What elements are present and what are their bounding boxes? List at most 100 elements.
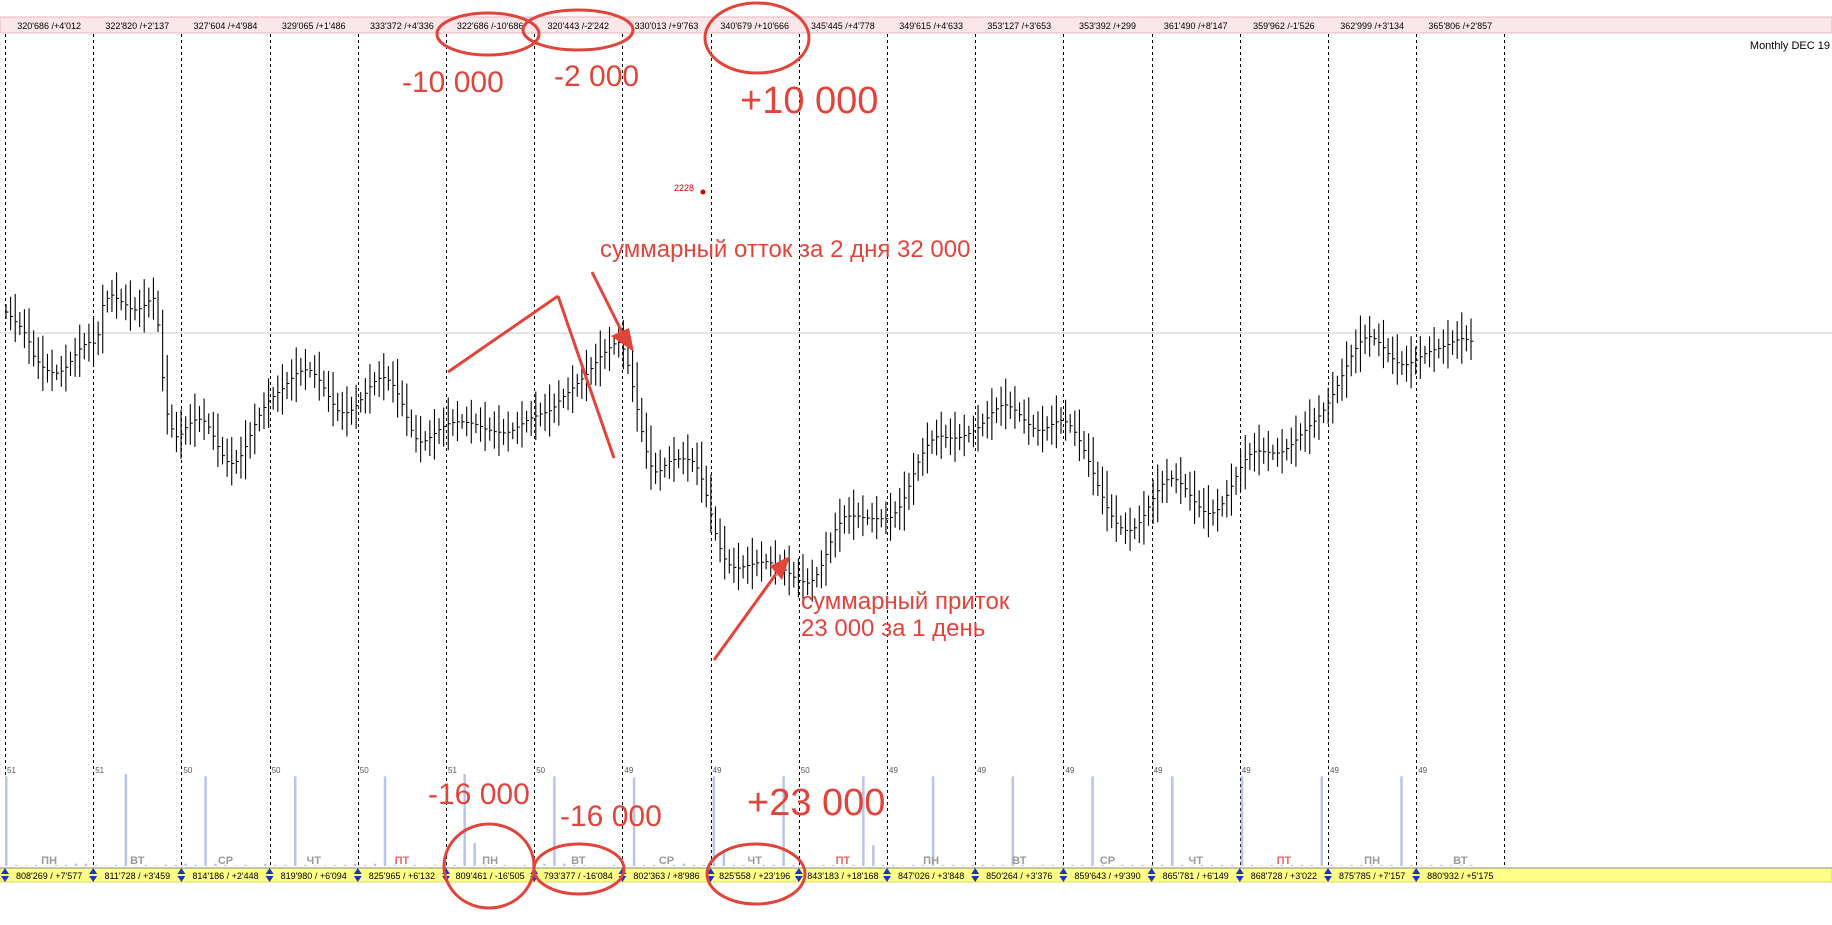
session-marker-up bbox=[89, 868, 98, 874]
volume-bar bbox=[732, 864, 736, 866]
volume-bar bbox=[423, 865, 427, 866]
volume-bar bbox=[712, 776, 716, 866]
ribbon-labels: 320'686 /+4'012 322'820 /+2'137 327'604 /+… bbox=[16, 21, 1493, 881]
volume-bar bbox=[274, 864, 277, 866]
volume-bar bbox=[1180, 864, 1184, 866]
volume-bar bbox=[722, 852, 726, 866]
volume-bar bbox=[1031, 865, 1034, 866]
volume-bar bbox=[124, 774, 128, 866]
volume-bar bbox=[373, 863, 377, 866]
bottom-ribbon-label: 825'965 / +6'132 bbox=[369, 871, 435, 881]
volume-bar bbox=[682, 863, 686, 866]
volume-bar bbox=[473, 843, 476, 866]
volume-bar bbox=[34, 864, 38, 866]
volume-label: 51 bbox=[448, 766, 457, 775]
volume-bar bbox=[1340, 865, 1343, 866]
volume-bar bbox=[383, 776, 387, 866]
bottom-ribbon-label: 802'363 / +8'986 bbox=[633, 871, 699, 881]
volume-bar bbox=[1280, 864, 1284, 866]
volume-bar bbox=[1290, 864, 1294, 866]
volume-bar bbox=[94, 864, 98, 866]
volume-bar bbox=[144, 864, 148, 866]
volume-bar bbox=[1450, 864, 1453, 866]
session-marker-down bbox=[1059, 876, 1068, 882]
session-marker-down bbox=[1, 876, 9, 882]
bottom-ribbon-label: 865'781 / +6'149 bbox=[1163, 871, 1229, 881]
annotation-top-minus-2000: -2 000 bbox=[554, 60, 640, 93]
session-marker-down bbox=[971, 876, 980, 882]
volume-bar bbox=[1190, 865, 1194, 866]
volume-label: 50 bbox=[360, 766, 369, 775]
bottom-ribbon-label: 868'728 / +3'022 bbox=[1251, 871, 1317, 881]
top-ribbon-label: 349'615 /+4'633 bbox=[899, 21, 963, 31]
top-ribbon-label: 362'999 /+3'134 bbox=[1340, 21, 1404, 31]
session-marker-up bbox=[177, 868, 186, 874]
volume-bar bbox=[114, 864, 118, 866]
circle-bottom-inflow bbox=[705, 842, 807, 906]
day-label: ПН bbox=[923, 855, 939, 867]
top-ribbon-label: 330'013 /+9'763 bbox=[635, 21, 699, 31]
volume-bar bbox=[463, 774, 466, 866]
top-ribbon-label: 320'443 /-2'242 bbox=[548, 21, 610, 31]
annotation-outflow-text: суммарный отток за 2 дня 32 000 bbox=[600, 236, 971, 263]
bottom-ribbon-label: 814'186 / +2'448 bbox=[192, 871, 258, 881]
session-marker-up bbox=[1412, 868, 1421, 874]
day-label: ПН bbox=[482, 855, 498, 867]
volume-bar bbox=[1081, 864, 1084, 866]
volume-bar bbox=[413, 864, 417, 866]
day-label: ЧТ bbox=[747, 855, 762, 867]
volume-bar bbox=[1021, 864, 1025, 866]
bottom-ribbon-label: 859'643 / +9'390 bbox=[1074, 871, 1140, 881]
day-label: ВТ bbox=[130, 855, 145, 867]
volume-bar bbox=[1210, 864, 1214, 866]
volume-bar bbox=[882, 864, 885, 866]
volume-bar bbox=[1430, 864, 1433, 866]
session-marker-up bbox=[1059, 868, 1068, 874]
volume-bar bbox=[1200, 864, 1204, 866]
volume-bar bbox=[602, 865, 606, 866]
volume-bar bbox=[852, 864, 855, 866]
volume-bar bbox=[194, 864, 197, 866]
day-label: ПН bbox=[41, 855, 57, 867]
volume-bar bbox=[1091, 776, 1094, 866]
arrow-inflow-head bbox=[770, 556, 790, 580]
day-label: ЧТ bbox=[1188, 855, 1203, 867]
session-marker-down bbox=[1412, 876, 1421, 882]
volume-label: 51 bbox=[95, 766, 104, 775]
day-label: СР bbox=[218, 855, 233, 867]
volume-bar bbox=[632, 777, 636, 866]
volume-bar bbox=[433, 864, 437, 866]
volume-bar bbox=[503, 864, 506, 866]
marker-label: 2228 bbox=[674, 183, 694, 193]
volume-bar bbox=[1310, 864, 1314, 866]
top-ribbon-label: 359'962 /-1'526 bbox=[1253, 21, 1315, 31]
bottom-ribbon-label: 843'183 / +18'168 bbox=[807, 871, 878, 881]
day-label: ПТ bbox=[395, 855, 410, 867]
volume-bar bbox=[872, 845, 875, 866]
volume-bar bbox=[1320, 776, 1324, 866]
volume-bar bbox=[573, 864, 576, 866]
top-ribbon-label: 327'604 /+4'984 bbox=[194, 21, 258, 31]
annotation-shapes bbox=[435, 1, 811, 910]
bottom-ribbon-label: 850'264 / +3'376 bbox=[986, 871, 1052, 881]
volume-bar bbox=[303, 864, 307, 866]
volume-bar bbox=[961, 865, 965, 866]
volume-label: 50 bbox=[272, 766, 281, 775]
volume-bar bbox=[1250, 864, 1254, 866]
volume-label: 50 bbox=[801, 766, 810, 775]
volume-bar bbox=[1420, 865, 1423, 866]
volume-bar bbox=[652, 864, 656, 866]
volume-bar bbox=[832, 864, 835, 866]
annotation-bottom-minus-16000-a: -16 000 bbox=[428, 778, 530, 811]
volume-bar bbox=[154, 865, 157, 866]
top-ribbon-label: 345'445 /+4'778 bbox=[811, 21, 875, 31]
volume-bar bbox=[1240, 776, 1244, 866]
session-marker-up bbox=[1235, 868, 1244, 874]
day-label: ВТ bbox=[1012, 855, 1027, 867]
volume-bar bbox=[553, 776, 556, 866]
top-ribbon-label: 333'372 /+4'336 bbox=[370, 21, 434, 31]
day-labels: ПН ВТ СР ЧТ ПТ ПН ВТ СР ЧТ ПТ ПН ВТ СР ЧТ ПТ ПН ВТ 51 51 50… bbox=[7, 766, 1468, 867]
volume-bar bbox=[1270, 864, 1274, 866]
volume-bar bbox=[702, 864, 706, 866]
volume-bar bbox=[971, 864, 975, 866]
